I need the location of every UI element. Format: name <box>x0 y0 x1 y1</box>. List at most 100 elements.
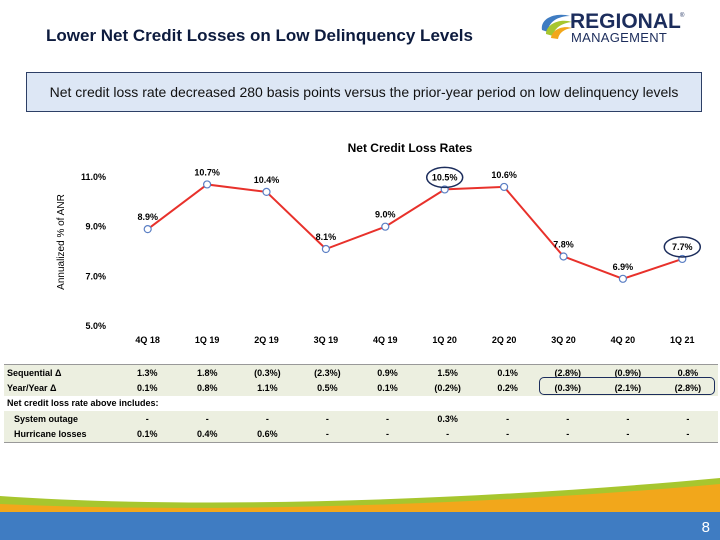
row-label: Sequential Δ <box>4 364 118 380</box>
stats-table: Sequential Δ 1.3% 1.8% (0.3%) (2.3%) 0.9% 1.5%… <box>4 364 718 443</box>
row-label: Net credit loss rate above includes: <box>4 395 718 411</box>
table-cell: - <box>537 426 598 442</box>
table-row: Sequential Δ 1.3% 1.8% (0.3%) (2.3%) 0.9% 1.5%… <box>4 364 718 380</box>
table-cell: (0.3%) <box>537 380 598 396</box>
table-cell: - <box>477 411 538 427</box>
data-label: 9.0% <box>375 210 396 220</box>
data-label: 8.1% <box>316 232 337 242</box>
table-cell: - <box>657 426 718 442</box>
table-cell: 0.3% <box>417 411 478 427</box>
slide-title: Lower Net Credit Losses on Low Delinquen… <box>46 26 473 45</box>
table-cell: 1.8% <box>177 364 238 380</box>
table-cell: - <box>417 426 478 442</box>
table-row: Year/Year Δ 0.1% 0.8% 1.1% 0.5% 0.1% (0.2%) 0.2… <box>4 380 718 396</box>
y-tick-label: 9.0% <box>85 222 106 232</box>
x-tick-label: 4Q 20 <box>611 335 636 345</box>
row-label: Year/Year Δ <box>4 380 118 396</box>
x-tick-label: 4Q 18 <box>135 335 160 345</box>
x-tick-label: 1Q 21 <box>670 335 695 345</box>
data-point <box>559 252 568 261</box>
table-cell: (0.9%) <box>597 364 658 380</box>
x-tick-label: 1Q 19 <box>195 335 220 345</box>
table-cell: - <box>237 411 298 427</box>
table-cell: - <box>297 411 358 427</box>
table-cell: - <box>537 411 598 427</box>
x-tick-label: 4Q 19 <box>373 335 398 345</box>
row-label: Hurricane losses <box>4 426 118 442</box>
callout-box: Net credit loss rate decreased 280 basis… <box>26 72 702 112</box>
data-point <box>321 244 330 254</box>
table-cell: 1.3% <box>117 364 178 380</box>
data-label: 10.6% <box>491 170 517 180</box>
data-point <box>203 180 212 189</box>
net-credit-loss-chart: Net Credit Loss Rates Annualized % of AN… <box>56 141 702 345</box>
table-cell: 0.5% <box>297 380 358 396</box>
highlight-ellipse <box>425 166 464 189</box>
table-cell: - <box>177 411 238 427</box>
table-cell: - <box>117 411 178 427</box>
data-point <box>262 187 271 197</box>
table-cell: 0.1% <box>357 380 418 396</box>
table-cell: - <box>297 426 358 442</box>
data-label: 10.4% <box>254 175 280 185</box>
data-point <box>381 222 390 231</box>
svg-text:®: ® <box>680 12 685 19</box>
y-tick-label: 7.0% <box>85 271 106 281</box>
x-tick-label: 2Q 19 <box>254 335 279 345</box>
data-point <box>500 182 509 192</box>
table-cell: 0.8% <box>177 380 238 396</box>
table-cell: (0.3%) <box>237 364 298 380</box>
table-cell: (2.1%) <box>597 380 658 396</box>
table-row: System outage - - - - -0.3% - - - - <box>4 411 718 427</box>
y-tick-label: 5.0% <box>85 321 106 331</box>
table-cell: - <box>597 411 658 427</box>
highlight-ellipse <box>663 236 702 258</box>
data-point <box>618 274 628 283</box>
table-cell: 1.1% <box>237 380 298 396</box>
logo-mark-icon <box>541 14 572 39</box>
x-tick-label: 1Q 20 <box>432 335 457 345</box>
data-label: 10.5% <box>432 172 458 182</box>
page-number: 8 <box>701 519 710 536</box>
table-cell: (2.8%) <box>657 380 718 396</box>
table-cell: 0.9% <box>357 364 418 380</box>
data-label: 10.7% <box>194 167 220 177</box>
table-cell: 0.2% <box>477 380 538 396</box>
svg-text:MANAGEMENT: MANAGEMENT <box>571 30 667 45</box>
data-point <box>143 225 152 234</box>
row-label: System outage <box>4 411 118 427</box>
y-tick-label: 11.0% <box>81 172 106 182</box>
table-cell: (0.2%) <box>417 380 478 396</box>
table-cell: - <box>357 426 418 442</box>
regional-management-logo: REGIONAL ® MANAGEMENT <box>541 10 685 45</box>
yoy-highlight-box <box>539 377 715 395</box>
table-row: Hurricane losses 0.1% 0.4% 0.6% - - - - - - - <box>4 426 718 442</box>
table-cell: (2.3%) <box>297 364 358 380</box>
footer-wave <box>0 478 720 540</box>
x-tick-label: 3Q 19 <box>314 335 339 345</box>
callout-text: Net credit loss rate decreased 280 basis… <box>49 84 679 100</box>
table-cell: - <box>477 426 538 442</box>
data-label: 7.8% <box>553 239 574 249</box>
y-axis-label: Annualized % of ANR <box>56 194 67 290</box>
chart-title: Net Credit Loss Rates <box>348 141 473 155</box>
x-tick-label: 2Q 20 <box>492 335 517 345</box>
table-row: Net credit loss rate above includes: <box>4 395 718 411</box>
table-cell: - <box>357 411 418 427</box>
table-cell: 1.5% <box>417 364 478 380</box>
x-tick-label: 3Q 20 <box>551 335 576 345</box>
series-line <box>147 183 683 280</box>
data-label: 7.7% <box>672 242 693 252</box>
data-label: 6.9% <box>613 262 634 272</box>
table-cell: 0.8% <box>657 364 718 380</box>
table-cell: 0.1% <box>477 364 538 380</box>
table-cell: 0.4% <box>177 426 238 442</box>
table-cell: - <box>657 411 718 427</box>
table-cell: (2.8%) <box>537 364 598 380</box>
data-label: 8.9% <box>137 212 158 222</box>
table-cell: 0.6% <box>237 426 298 442</box>
table-cell: - <box>597 426 658 442</box>
table-cell: 0.1% <box>117 426 178 442</box>
table-cell: 0.1% <box>117 380 178 396</box>
svg-text:REGIONAL: REGIONAL <box>570 10 681 33</box>
